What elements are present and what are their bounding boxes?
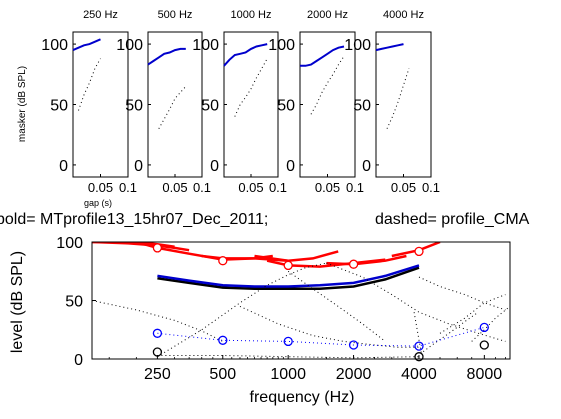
panel-1-xtick-label: 0.1 xyxy=(193,180,211,195)
profile-ytick-label: 0 xyxy=(74,352,83,369)
profile-xtick-label: 4000 xyxy=(401,366,437,383)
panel-1-ytick-label: 100 xyxy=(116,37,143,54)
panel-3-frame xyxy=(299,31,356,178)
profile-marker-1-point xyxy=(152,328,163,338)
profile-series-13-line xyxy=(239,305,419,348)
panel-2-series-0-line xyxy=(223,43,268,67)
panel-4-series-1-line xyxy=(386,68,410,129)
panel-4-ytick-label: 50 xyxy=(353,98,371,115)
profile-series-14-line xyxy=(326,262,506,342)
panel-0-series-0-line xyxy=(72,38,101,52)
panel-2-xtick-label: 0.05 xyxy=(238,180,263,195)
profile-series-8-line xyxy=(157,266,420,291)
profile-marker-0-point xyxy=(218,256,228,266)
panel-4-ytick-label: 0 xyxy=(362,158,371,175)
panel-0-ytick-label: 0 xyxy=(59,158,68,175)
profile-marker-0-point xyxy=(414,246,424,257)
profile-marker-1-point xyxy=(348,340,359,350)
panel-1-xtick-label: 0.05 xyxy=(162,180,187,195)
profile-xtick-label: 2000 xyxy=(336,366,372,383)
panel-2-xtick-label: 0.1 xyxy=(269,180,287,195)
panel-0-xlabel: gap (s) xyxy=(84,198,112,208)
profile-title-left: bold= MTprofile13_15hr07_Dec_2011; xyxy=(0,211,268,228)
panel-3-ytick-label: 50 xyxy=(277,98,295,115)
profile-marker-1-point xyxy=(283,336,293,347)
panel-2-ytick-label: 0 xyxy=(210,158,219,175)
profile-series-10-line xyxy=(92,300,224,342)
panel-1-ytick-label: 0 xyxy=(134,158,143,175)
profile-ylabel: level (dB SPL) xyxy=(9,251,26,353)
panel-0-ytick-label: 50 xyxy=(50,98,68,115)
profile-ytick-label: 50 xyxy=(65,294,83,311)
profile-xtick-label: 500 xyxy=(209,366,236,383)
panel-2-ytick-label: 100 xyxy=(192,37,219,54)
panel-0-xtick-label: 0.1 xyxy=(119,180,137,195)
profile-marker-0-point xyxy=(348,259,359,269)
panel-0-ytick-label: 100 xyxy=(41,37,68,54)
profile-marker-1-point xyxy=(479,322,489,333)
panel-2-title: 1000 Hz xyxy=(231,9,272,21)
panel-4-title: 4000 Hz xyxy=(383,9,424,21)
panel-1-ytick-label: 50 xyxy=(125,98,143,115)
panel-3-series-1-line xyxy=(310,55,345,115)
panel-4-xtick-label: 0.05 xyxy=(391,180,416,195)
profile-series-9-line xyxy=(157,264,420,288)
panel-4-frame xyxy=(375,31,432,178)
profile-marker-0-point xyxy=(152,243,163,253)
panel-0-xtick-label: 0.05 xyxy=(88,180,113,195)
profile-ytick-label: 100 xyxy=(56,235,83,252)
panel-3-title: 2000 Hz xyxy=(307,9,348,21)
panel-1-title: 500 Hz xyxy=(158,9,193,21)
panel-0-ylabel: masker (dB SPL) xyxy=(17,66,28,142)
panel-4-xtick-label: 0.1 xyxy=(422,180,440,195)
profile-marker-0-point xyxy=(283,260,293,271)
profile-series-18-line xyxy=(471,306,510,342)
panel-3-xtick-label: 0.05 xyxy=(315,180,340,195)
profile-marker-1-point xyxy=(218,335,228,345)
panel-3-ytick-label: 0 xyxy=(286,158,295,175)
panel-3-ytick-label: 100 xyxy=(268,37,295,54)
profile-series-4-line xyxy=(254,250,339,262)
profile-marker-1-point xyxy=(414,341,424,351)
panel-3-series-0-line xyxy=(300,45,345,67)
panel-1-series-0-line xyxy=(147,47,186,66)
profile-series-12-line xyxy=(287,270,386,342)
panel-2-ytick-label: 50 xyxy=(201,98,219,115)
panel-3-xtick-label: 0.1 xyxy=(346,180,364,195)
panel-2-series-1-line xyxy=(234,58,268,117)
profile-title-right: dashed= profile_CMA xyxy=(375,211,530,228)
profile-xtick-label: 8000 xyxy=(467,366,503,383)
panel-0-title: 250 Hz xyxy=(83,9,118,21)
profile-marker-2-point xyxy=(479,340,489,350)
profile-xtick-label: 1000 xyxy=(270,366,306,383)
panel-4-series-0-line xyxy=(375,43,404,52)
panel-1-series-1-line xyxy=(158,86,187,129)
profile-marker-2-point xyxy=(414,352,424,362)
panel-0-frame xyxy=(72,31,129,178)
profile-xtick-label: 250 xyxy=(144,366,171,383)
panel-4-ytick-label: 100 xyxy=(344,37,371,54)
profile-xlabel: frequency (Hz) xyxy=(250,389,355,406)
profile-series-6-line xyxy=(326,254,407,266)
